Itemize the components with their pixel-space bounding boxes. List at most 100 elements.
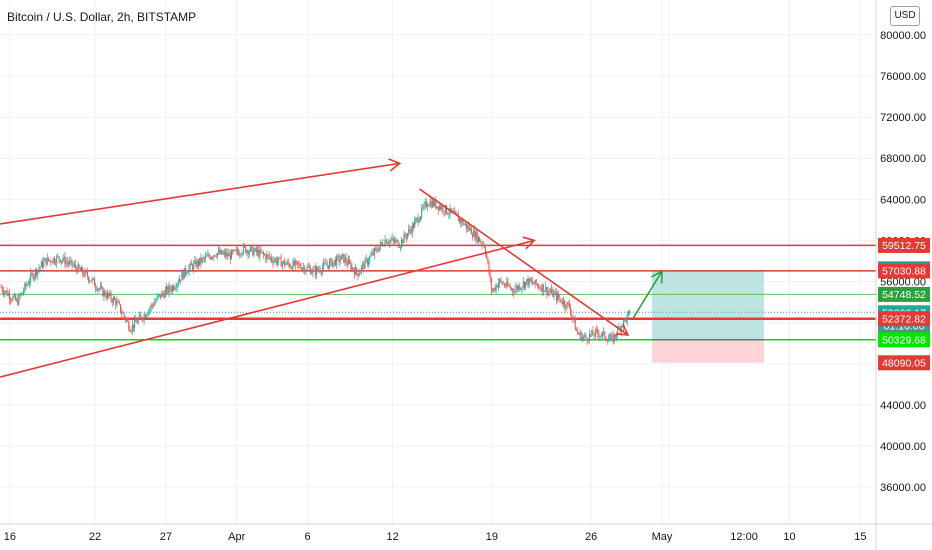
candle-body [162, 292, 164, 294]
candle-body [192, 265, 194, 270]
candle-body [592, 330, 594, 336]
candle-body [297, 261, 299, 265]
candle-body [441, 206, 443, 210]
candle-body [408, 229, 410, 234]
candle-body [554, 292, 556, 293]
candle-body [532, 281, 534, 284]
candle-body [194, 260, 196, 263]
trend-line [0, 162, 400, 225]
candle-body [421, 207, 423, 217]
time-axis[interactable]: 16 22 27 Apr 6 12 19 26 May 12:00 10 15 [0, 523, 932, 543]
loss-zone [652, 339, 765, 363]
candle-body [304, 267, 306, 273]
candle-body [468, 225, 470, 230]
candle-body [271, 257, 273, 261]
candle-body [221, 250, 223, 255]
candle-body [187, 272, 189, 274]
candle-body [390, 240, 392, 241]
candle-body [257, 250, 259, 253]
candle-body [288, 263, 290, 267]
candle-body [500, 279, 502, 282]
candle-body [254, 248, 256, 251]
candle-body [577, 330, 579, 334]
candle-body [331, 258, 333, 267]
candle-body [317, 267, 319, 271]
candle-body [364, 259, 366, 269]
candle-body [488, 262, 490, 274]
candle-body [320, 271, 322, 273]
trend-line [419, 188, 629, 336]
candle-body [474, 230, 476, 240]
candle-body [156, 296, 158, 301]
candle-body [464, 223, 466, 225]
candle-body [267, 254, 269, 256]
candle-body [512, 288, 514, 292]
candle-body [287, 261, 289, 264]
candle-body [557, 293, 559, 300]
candle-body [416, 217, 418, 220]
candle-body [479, 237, 481, 242]
candle-body [415, 219, 417, 222]
price-label-text: 54748.52 [882, 289, 926, 301]
candle-body [487, 257, 489, 263]
candle-body [438, 206, 440, 211]
candle-body [443, 211, 445, 213]
candle-body [53, 258, 55, 263]
candle-body [248, 251, 250, 255]
candle-body [218, 250, 220, 254]
candle-body [588, 334, 590, 341]
candle-body [233, 249, 235, 252]
candle-body [516, 286, 518, 290]
candle-body [199, 257, 201, 265]
candle-body [246, 250, 248, 253]
candle-body [190, 263, 192, 266]
candle-body [55, 262, 57, 264]
candle-body [346, 262, 348, 265]
candle-body [78, 264, 80, 269]
candle-body [483, 244, 485, 248]
candle-body [209, 256, 211, 260]
candle-body [519, 285, 521, 290]
candle-body [455, 211, 457, 214]
candle-body [47, 257, 49, 261]
candle-body [66, 261, 68, 263]
candle-body [397, 240, 399, 247]
candle-body [236, 249, 238, 253]
y-tick-label: 76000.00 [880, 71, 926, 83]
candle-body [293, 260, 295, 266]
y-tick-label: 40000.00 [880, 441, 926, 453]
candle-body [392, 238, 394, 241]
candle-body [292, 260, 294, 270]
candle-body [14, 295, 16, 301]
candle-body [496, 285, 498, 288]
candle-body [278, 257, 280, 262]
candle-body [411, 224, 413, 234]
candle-body [492, 289, 494, 291]
y-tick-label: 44000.00 [880, 400, 926, 412]
candle-body [548, 291, 550, 292]
candle-body [401, 239, 403, 247]
candle-body [559, 298, 561, 300]
candle-body [228, 253, 230, 257]
candle-body [177, 282, 179, 284]
candle-body [86, 272, 88, 277]
candle-body [58, 256, 60, 260]
candle-body [572, 315, 574, 319]
candle-body [338, 256, 340, 262]
currency-button[interactable]: USD [890, 6, 920, 26]
candle-body [384, 239, 386, 246]
candle-body [6, 290, 8, 296]
candle-body [359, 271, 361, 274]
candle-body [352, 267, 354, 271]
candle-body [138, 315, 140, 320]
candle-body [506, 281, 508, 287]
candle-body [12, 296, 14, 301]
candle-body [186, 273, 188, 275]
price-label-box [878, 332, 930, 348]
candle-body [428, 205, 430, 207]
candle-body [607, 339, 609, 342]
candle-body [130, 330, 132, 332]
candle-body [334, 259, 336, 266]
candle-body [395, 240, 397, 243]
